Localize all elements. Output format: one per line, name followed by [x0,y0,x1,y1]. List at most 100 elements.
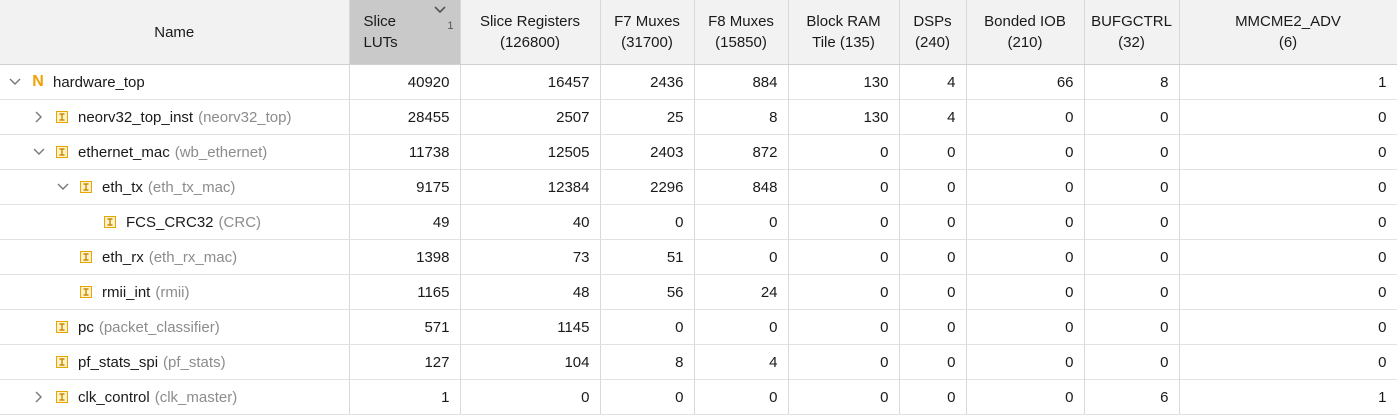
module-name: (clk_master) [154,388,238,406]
instance-name[interactable]: clk_control [78,388,150,406]
chevron-right-icon[interactable] [32,390,46,404]
bufgctrl-cell: 0 [1084,169,1180,205]
bufgctrl-cell: 0 [1084,309,1180,345]
block-ram-cell: 130 [788,64,900,100]
f7-muxes-cell: 0 [600,309,695,345]
module-name: (rmii) [155,283,190,301]
instance-name[interactable]: eth_rx [102,248,144,266]
table-row[interactable]: eth_tx (eth_tx_mac) 9175 12384 2296 848 0 0 0 0 0 [0,169,1397,205]
table-row[interactable]: rmii_int (rmii) 1165 48 56 24 0 0 0 0 0 [0,274,1397,310]
dsps-cell: 4 [899,64,967,100]
slice-luts-cell: 9175 [349,169,461,205]
dsps-cell: 0 [899,344,967,380]
table-row[interactable]: pf_stats_spi (pf_stats) 127 104 8 4 0 0 0 0 0 [0,344,1397,380]
slice-registers-cell: 12384 [460,169,601,205]
instance-name[interactable]: hardware_top [53,73,145,91]
bonded-iob-cell: 66 [966,64,1085,100]
f8-muxes-cell: 0 [694,309,789,345]
table-row[interactable]: clk_control (clk_master) 1 0 0 0 0 0 0 6 1 [0,379,1397,415]
header-label-line2: (6) [1278,34,1298,51]
chevron-down-icon[interactable] [8,75,22,89]
table-row[interactable]: eth_rx (eth_rx_mac) 1398 73 51 0 0 0 0 0 0 [0,239,1397,275]
slice-registers-cell: 12505 [460,134,601,170]
bufgctrl-cell: 0 [1084,134,1180,170]
bufgctrl-cell: 0 [1084,239,1180,275]
hierarchy-cell-icon [80,251,92,263]
mmcme2-adv-column-header[interactable]: MMCME2_ADV (6) [1179,0,1397,65]
instance-name[interactable]: neorv32_top_inst [78,108,194,126]
slice-luts-cell: 571 [349,309,461,345]
block-ram-column-header[interactable]: Block RAM Tile (135) [788,0,900,65]
header-label-line2: (31700) [621,34,673,51]
slice-registers-cell: 0 [460,379,601,415]
instance-name[interactable]: rmii_int [102,283,151,301]
name-cell: eth_tx (eth_tx_mac) [0,169,350,205]
mmcme2-adv-cell: 0 [1179,169,1397,205]
f8-muxes-cell: 24 [694,274,789,310]
bonded-iob-cell: 0 [966,99,1085,135]
mmcme2-adv-cell: 0 [1179,344,1397,380]
f8-muxes-cell: 0 [694,204,789,240]
name-column-header[interactable]: Name [0,0,350,65]
mmcme2-adv-cell: 0 [1179,134,1397,170]
bonded-iob-cell: 0 [966,309,1085,345]
mmcme2-adv-cell: 1 [1179,379,1397,415]
mmcme2-adv-cell: 0 [1179,204,1397,240]
chevron-right-icon[interactable] [32,110,46,124]
f7-muxes-column-header[interactable]: F7 Muxes (31700) [600,0,695,65]
slice-registers-cell: 40 [460,204,601,240]
bonded-iob-column-header[interactable]: Bonded IOB (210) [966,0,1085,65]
instance-name[interactable]: pf_stats_spi [78,353,159,371]
header-label-line1: Slice Registers [479,13,581,30]
chevron-down-icon[interactable] [32,145,46,159]
bufgctrl-column-header[interactable]: BUFGCTRL (32) [1084,0,1180,65]
bonded-iob-cell: 0 [966,204,1085,240]
netlist-icon: N [32,73,44,90]
instance-name[interactable]: FCS_CRC32 [126,213,214,231]
chevron-down-icon[interactable] [56,180,70,194]
f8-muxes-column-header[interactable]: F8 Muxes (15850) [694,0,789,65]
slice-luts-cell: 1165 [349,274,461,310]
header-label-line2: (126800) [499,34,561,51]
name-cell: neorv32_top_inst (neorv32_top) [0,99,350,135]
sort-indicator[interactable]: 1 [434,4,454,37]
slice-registers-column-header[interactable]: Slice Registers (126800) [460,0,601,65]
f7-muxes-cell: 8 [600,344,695,380]
header-label-line1: F7 Muxes [614,13,680,30]
mmcme2-adv-cell: 0 [1179,274,1397,310]
block-ram-cell: 0 [788,274,900,310]
dsps-cell: 0 [899,274,967,310]
table-row[interactable]: neorv32_top_inst (neorv32_top) 28455 2507 25… [0,99,1397,135]
name-cell: clk_control (clk_master) [0,379,350,415]
dsps-cell: 0 [899,309,967,345]
table-row[interactable]: pc (packet_classifier) 571 1145 0 0 0 0 0 0 0 [0,309,1397,345]
block-ram-cell: 0 [788,169,900,205]
slice-registers-cell: 2507 [460,99,601,135]
instance-name[interactable]: pc [78,318,94,336]
table-row[interactable]: FCS_CRC32 (CRC) 49 40 0 0 0 0 0 0 0 [0,204,1397,240]
name-cell: rmii_int (rmii) [0,274,350,310]
module-name: (wb_ethernet) [174,143,268,161]
f8-muxes-cell: 848 [694,169,789,205]
f8-muxes-cell: 0 [694,379,789,415]
module-name: (pf_stats) [163,353,226,371]
hierarchy-cell-icon [104,216,116,228]
dsps-cell: 4 [899,99,967,135]
slice-registers-cell: 73 [460,239,601,275]
instance-name[interactable]: ethernet_mac [78,143,170,161]
bufgctrl-cell: 0 [1084,274,1180,310]
bufgctrl-cell: 6 [1084,379,1180,415]
table-row[interactable]: ethernet_mac (wb_ethernet) 11738 12505 2403 8… [0,134,1397,170]
f8-muxes-cell: 872 [694,134,789,170]
instance-name[interactable]: eth_tx [102,178,143,196]
bufgctrl-cell: 8 [1084,64,1180,100]
block-ram-cell: 0 [788,309,900,345]
slice-luts-cell: 1 [349,379,461,415]
slice-registers-cell: 48 [460,274,601,310]
dsps-column-header[interactable]: DSPs (240) [899,0,967,65]
slice-luts-cell: 11738 [349,134,461,170]
slice-luts-column-header[interactable]: Slice LUTs 1 [349,0,461,65]
